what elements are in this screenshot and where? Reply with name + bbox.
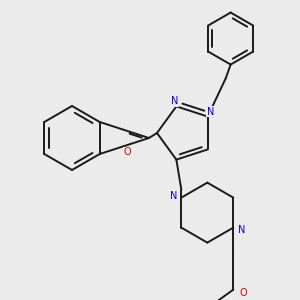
Text: N: N xyxy=(170,190,177,201)
Text: N: N xyxy=(207,106,214,116)
Text: O: O xyxy=(239,288,247,298)
Text: N: N xyxy=(171,96,178,106)
Text: N: N xyxy=(238,225,245,235)
Text: O: O xyxy=(123,147,131,157)
